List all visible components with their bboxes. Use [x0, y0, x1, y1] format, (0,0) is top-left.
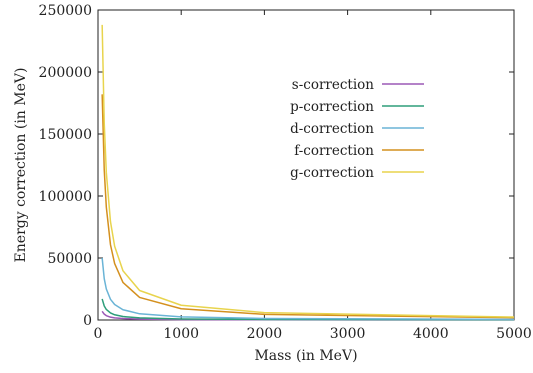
y-tick-label: 0 — [83, 313, 92, 329]
x-tick-label: 3000 — [330, 326, 366, 342]
legend-label: f-correction — [294, 143, 374, 159]
y-tick-label: 250000 — [39, 3, 92, 19]
y-tick-label: 200000 — [39, 65, 92, 81]
x-axis-title: Mass (in MeV) — [254, 348, 357, 364]
y-tick-label: 100000 — [39, 189, 92, 205]
legend-label: d-correction — [290, 121, 374, 137]
legend-label: g-correction — [290, 165, 374, 181]
series-line-g-correction — [101, 24, 515, 318]
series-line-p-correction — [101, 298, 515, 321]
x-tick-label: 4000 — [413, 326, 449, 342]
legend: s-correction p-correction d-correction f-co… — [290, 77, 424, 181]
y-tick-label: 150000 — [39, 127, 92, 143]
y-axis-title: Energy correction (in MeV) — [13, 68, 29, 263]
series-line-f-correction — [101, 94, 515, 319]
series-line-d-correction — [101, 257, 515, 321]
x-tick-label: 2000 — [247, 326, 283, 342]
legend-label: s-correction — [292, 77, 375, 93]
x-axis: 0 1000 2000 3000 4000 5000 — [94, 10, 532, 342]
y-axis: 0 50000 100000 150000 200000 250000 — [39, 3, 514, 329]
x-tick-label: 5000 — [496, 326, 532, 342]
x-tick-label: 0 — [94, 326, 103, 342]
legend-label: p-correction — [290, 99, 374, 115]
series-layer — [101, 24, 515, 321]
y-tick-label: 50000 — [47, 251, 92, 267]
x-tick-label: 1000 — [163, 326, 199, 342]
